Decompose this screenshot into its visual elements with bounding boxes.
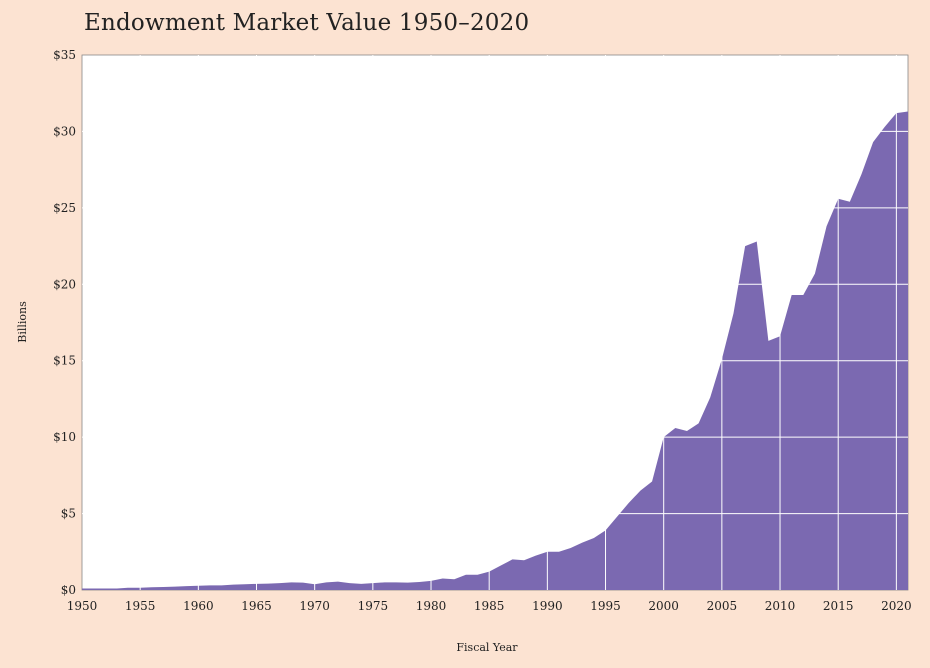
x-tick-label: 1970 (299, 599, 330, 613)
x-tick-label: 1980 (416, 599, 447, 613)
x-tick-label: 2010 (765, 599, 796, 613)
x-tick-label: 1950 (67, 599, 98, 613)
x-tick-label: 1960 (183, 599, 214, 613)
y-tick-label: $35 (53, 48, 76, 62)
x-tick-label: 1965 (241, 599, 272, 613)
x-tick-label: 1995 (590, 599, 621, 613)
gridlines-overlay (82, 55, 908, 590)
x-tick-label: 1975 (358, 599, 389, 613)
y-axis-label: Billions (16, 301, 29, 343)
y-tick-label: $5 (61, 507, 76, 521)
x-tick-label: 1955 (125, 599, 156, 613)
x-tick-label: 2015 (823, 599, 854, 613)
x-tick-label: 2020 (881, 599, 912, 613)
y-tick-label: $20 (53, 277, 76, 291)
y-tick-label: $15 (53, 354, 76, 368)
chart-title: Endowment Market Value 1950–2020 (84, 10, 530, 36)
x-tick-label: 1990 (532, 599, 563, 613)
y-tick-label: $0 (61, 583, 76, 597)
y-tick-label: $10 (53, 430, 76, 444)
y-tick-label: $25 (53, 201, 76, 215)
x-tick-label: 2000 (648, 599, 679, 613)
y-axis-ticks: $0 $5 $10 $15 $20 $25 $30 $35 (53, 48, 76, 597)
x-axis-ticks: 1950 1955 1960 1965 1970 1975 1980 1985 1990 1995… (67, 599, 912, 613)
area-series (82, 111, 908, 590)
x-tick-label: 1985 (474, 599, 505, 613)
x-tick-label: 2005 (707, 599, 738, 613)
y-tick-label: $30 (53, 124, 76, 138)
x-axis-label: Fiscal Year (456, 641, 518, 654)
